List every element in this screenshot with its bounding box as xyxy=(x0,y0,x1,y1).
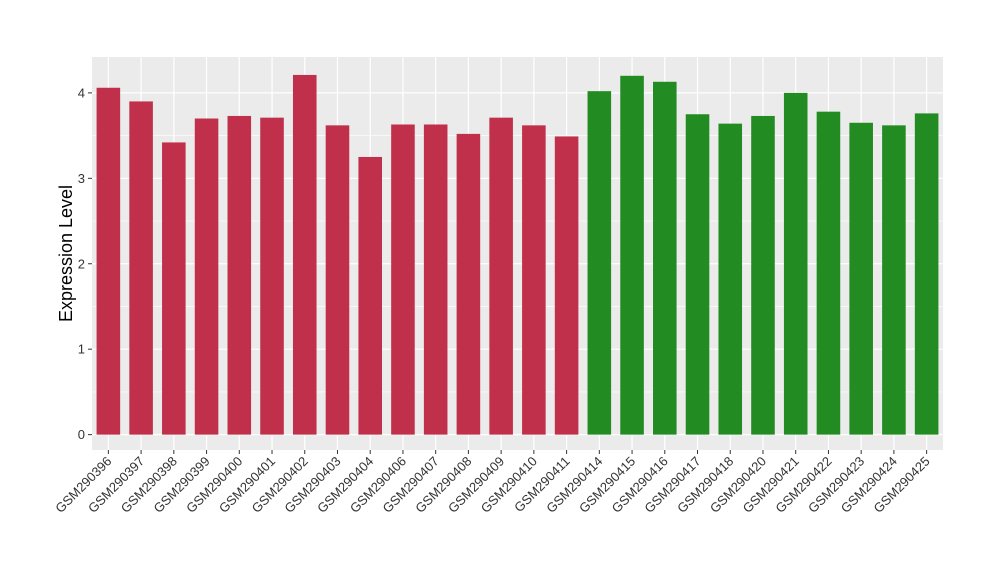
bar-GSM290414 xyxy=(587,91,612,435)
bar-GSM290406 xyxy=(391,124,415,435)
y-axis-title: Expression Level xyxy=(56,185,76,322)
plot-panel xyxy=(92,57,943,450)
bars xyxy=(96,74,939,435)
bar-GSM290417 xyxy=(685,114,710,435)
y-tick-label: 3 xyxy=(78,171,85,186)
bar-GSM290402 xyxy=(292,74,317,435)
bar-GSM290415 xyxy=(620,75,644,435)
bar-GSM290401 xyxy=(260,117,284,435)
bar-GSM290403 xyxy=(325,125,350,435)
y-axis: 0 1 2 3 4 xyxy=(78,85,92,442)
bar-GSM290410 xyxy=(522,125,546,435)
bar-GSM290399 xyxy=(194,118,219,435)
y-tick-label: 4 xyxy=(78,85,85,100)
bar-GSM290422 xyxy=(816,111,841,435)
bar-GSM290409 xyxy=(489,117,513,435)
bar-GSM290418 xyxy=(718,123,743,435)
x-axis: GSM290396GSM290397GSM290398GSM290399GSM2… xyxy=(52,450,933,516)
bar-GSM290407 xyxy=(423,124,448,435)
bar-GSM290398 xyxy=(162,142,186,435)
bar-GSM290425 xyxy=(914,113,939,435)
bar-GSM290404 xyxy=(358,156,382,435)
y-tick-label: 0 xyxy=(78,427,85,442)
bar-GSM290411 xyxy=(554,136,579,435)
bar-GSM290416 xyxy=(653,81,677,435)
y-tick-label: 2 xyxy=(78,256,85,271)
bar-GSM290420 xyxy=(751,115,775,435)
bar-GSM290423 xyxy=(849,122,873,435)
bar-GSM290408 xyxy=(456,133,481,435)
bar-GSM290424 xyxy=(882,125,906,435)
bar-GSM290396 xyxy=(96,87,121,435)
bar-GSM290400 xyxy=(227,115,252,435)
bar-GSM290397 xyxy=(129,101,153,435)
y-tick-label: 1 xyxy=(78,342,85,357)
bar-GSM290421 xyxy=(783,92,808,435)
